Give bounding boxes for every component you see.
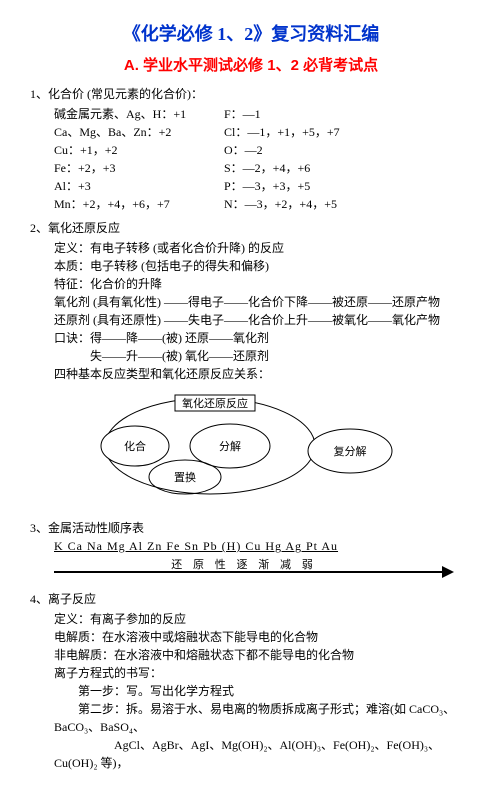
sec4-line: 第一步：写。写出化学方程式: [54, 682, 472, 700]
activity-elements: K Ca Na Mg Al Zn Fe Sn Pb (H) Cu Hg Ag P…: [54, 539, 472, 554]
cell: Cl：—1，+1，+5，+7: [224, 123, 394, 141]
venn-diagram: 氧化还原反应 化合 分解 置换 复分解: [80, 391, 410, 501]
table-row: Ca、Mg、Ba、Zn：+2 Cl：—1，+1，+5，+7: [54, 123, 472, 141]
sec2-line: 四种基本反应类型和氧化还原反应关系：: [54, 365, 472, 383]
sec2-heading: 2、氧化还原反应: [30, 219, 472, 237]
venn-left-label: 化合: [124, 439, 146, 453]
svg-text:还 原 性 逐 渐 减 弱: 还 原 性 逐 渐 减 弱: [171, 557, 317, 571]
valence-table: 碱金属元素、Ag、H：+1 F：—1 Ca、Mg、Ba、Zn：+2 Cl：—1，…: [54, 105, 472, 213]
sec4-line: 电解质：在水溶液中或熔融状态下能导电的化合物: [54, 628, 472, 646]
sec2-line: 特征：化合价的升降: [54, 275, 472, 293]
venn-outer-label: 氧化还原反应: [182, 396, 248, 410]
table-row: Fe：+2，+3 S：—2，+4，+6: [54, 159, 472, 177]
table-row: Mn：+2，+4，+6，+7 N：—3，+2，+4，+5: [54, 195, 472, 213]
venn-center-label: 分解: [219, 439, 241, 453]
sec2-line: 失——升——(被) 氧化——还原剂: [54, 347, 472, 365]
cell: Al：+3: [54, 177, 224, 195]
activity-arrow: 还 原 性 逐 渐 减 弱: [54, 556, 472, 584]
activity-elements-text: K Ca Na Mg Al Zn Fe Sn Pb (H) Cu Hg Ag P…: [54, 539, 338, 553]
table-row: Cu：+1，+2 O：—2: [54, 141, 472, 159]
cell: O：—2: [224, 141, 394, 159]
sec3-heading: 3、金属活动性顺序表: [30, 519, 472, 537]
sec2-line: 氧化剂 (具有氧化性) ——得电子——化合价下降——被还原——还原产物: [54, 293, 472, 311]
cell: Fe：+2，+3: [54, 159, 224, 177]
cell: S：—2，+4，+6: [224, 159, 394, 177]
main-title-text: 《化学必修 1、2》复习资料汇编: [123, 24, 380, 44]
sec4-line: 第二步：拆。易溶于水、易电离的物质拆成离子形式；难溶(如 CaCO₃、BaCO₃…: [54, 700, 472, 736]
sub-title-text: A. 学业水平测试必修 1、2 必背考试点: [124, 57, 378, 74]
cell: N：—3，+2，+4，+5: [224, 195, 394, 213]
sec2-line: 还原剂 (具有还原性) ——失电子——化合价上升——被氧化——氧化产物: [54, 311, 472, 329]
sec4-line: 定义：有离子参加的反应: [54, 610, 472, 628]
sec4-line: AgCl、AgBr、AgI、Mg(OH)₂、Al(OH)₃、Fe(OH)₂、Fe…: [54, 736, 472, 772]
venn-bottom-label: 置换: [174, 470, 196, 484]
table-row: Al：+3 P：—3，+3，+5: [54, 177, 472, 195]
cell: Mn：+2，+4，+6，+7: [54, 195, 224, 213]
cell: P：—3，+3，+5: [224, 177, 394, 195]
sec2-line: 本质：电子转移 (包括电子的得失和偏移): [54, 257, 472, 275]
sec1-heading: 1、化合价 (常见元素的化合价)：: [30, 85, 472, 103]
sec2-line: 定义：有电子转移 (或者化合价升降) 的反应: [54, 239, 472, 257]
main-title: 《化学必修 1、2》复习资料汇编: [30, 20, 472, 46]
sub-title: A. 学业水平测试必修 1、2 必背考试点: [30, 54, 472, 75]
table-row: 碱金属元素、Ag、H：+1 F：—1: [54, 105, 472, 123]
cell: F：—1: [224, 105, 394, 123]
cell: Ca、Mg、Ba、Zn：+2: [54, 123, 224, 141]
venn-right-label: 复分解: [334, 444, 367, 458]
sec4-line: 离子方程式的书写：: [54, 664, 472, 682]
cell: Cu：+1，+2: [54, 141, 224, 159]
sec4-line: 非电解质：在水溶液中和熔融状态下都不能导电的化合物: [54, 646, 472, 664]
sec4-heading: 4、离子反应: [30, 590, 472, 608]
cell: 碱金属元素、Ag、H：+1: [54, 105, 224, 123]
sec2-line: 口诀：得——降——(被) 还原——氧化剂: [54, 329, 472, 347]
